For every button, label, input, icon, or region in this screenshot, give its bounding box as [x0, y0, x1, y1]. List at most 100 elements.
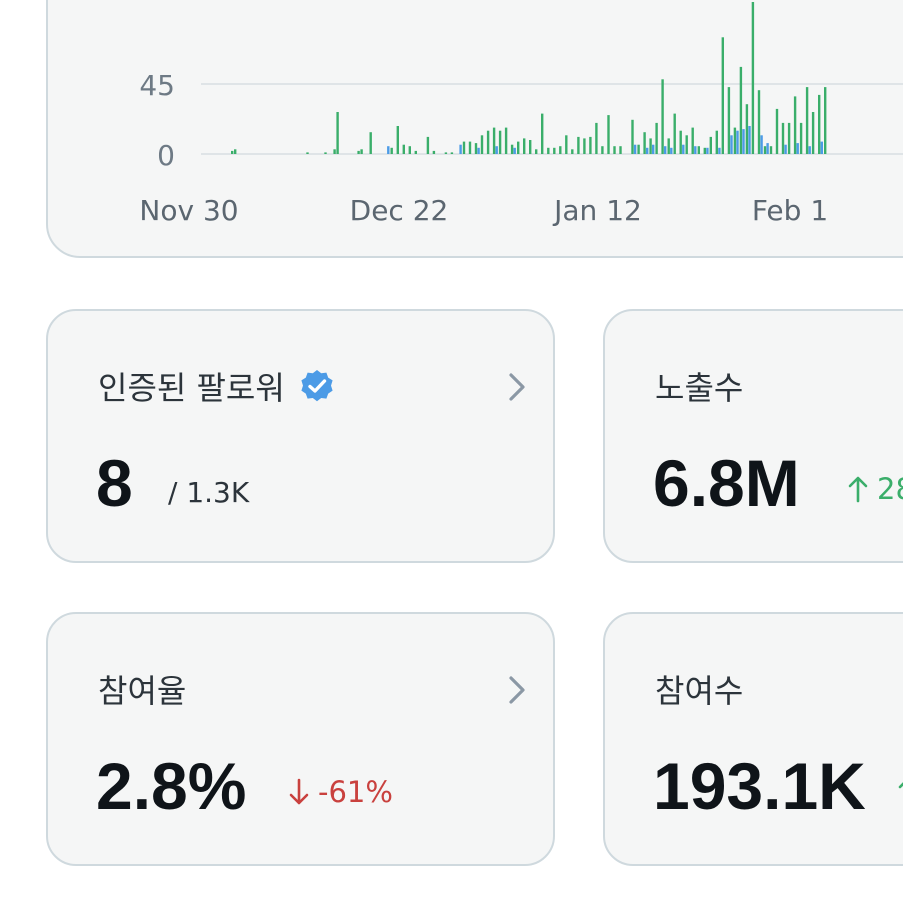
- verified-followers-value: 8: [96, 446, 133, 520]
- bar-green-23: [492, 127, 496, 154]
- bar-green-6: [357, 150, 360, 154]
- bar-green-55: [691, 127, 694, 154]
- bar-green-28: [523, 138, 526, 154]
- bar-green-36: [571, 149, 574, 154]
- bar-green-68: [769, 146, 773, 154]
- bar-green-0: [231, 150, 234, 154]
- bar-green-20: [474, 143, 478, 154]
- bar-green-42: [607, 115, 610, 154]
- bar-green-3: [324, 152, 327, 154]
- bar-green-61: [727, 87, 731, 154]
- bar-green-74: [805, 87, 809, 154]
- engagement-rate-title: 참여율: [98, 672, 187, 710]
- chart-card: 45 0 Nov 30 Dec 22 Jan 12 Feb 1: [46, 0, 903, 258]
- bar-blue-8: [664, 146, 667, 154]
- engagements-title: 참여수: [655, 672, 744, 710]
- bar-green-11: [402, 144, 405, 154]
- bar-green-26: [510, 144, 514, 154]
- engagement-rate-card[interactable]: 참여율 2.8% -61%: [46, 612, 555, 866]
- bar-green-7: [360, 149, 363, 154]
- bar-blue-5: [633, 144, 637, 154]
- bar-green-35: [565, 135, 568, 154]
- bar-green-14: [426, 136, 430, 154]
- bar-green-48: [649, 138, 652, 154]
- bar-green-37: [577, 136, 580, 154]
- bar-blue-14: [730, 135, 733, 154]
- bar-green-49: [655, 122, 658, 154]
- arrow-down-icon: [289, 778, 309, 805]
- verified-followers-title-row: 인증된 팔로워: [98, 363, 335, 409]
- impressions-card[interactable]: 노출수 6.8M 28: [603, 309, 903, 563]
- bar-green-64: [745, 104, 749, 154]
- bar-green-18: [462, 141, 466, 154]
- x-tick-label-jan12: Jan 12: [552, 194, 642, 227]
- arrow-up-icon: [848, 476, 868, 503]
- bar-green-34: [559, 146, 562, 154]
- bar-green-70: [781, 122, 785, 154]
- verified-followers-title: 인증된 팔로워: [98, 369, 285, 407]
- bar-blue-0: [387, 146, 390, 154]
- engagements-value: 193.1K: [653, 749, 866, 823]
- bar-green-62: [733, 127, 737, 154]
- bar-green-24: [498, 130, 502, 154]
- engagements-card[interactable]: 참여수 193.1K: [603, 612, 903, 866]
- x-tick-label-dec22: Dec 22: [350, 194, 449, 227]
- bar-blue-16: [742, 129, 745, 154]
- bar-blue-17: [748, 126, 751, 154]
- bar-chart: 45 0 Nov 30 Dec 22 Jan 12 Feb 1: [139, 2, 903, 227]
- bar-green-66: [757, 90, 761, 154]
- bar-green-30: [535, 149, 538, 154]
- impressions-change: 28: [847, 472, 903, 506]
- bar-green-53: [679, 130, 682, 154]
- bar-green-1: [234, 149, 237, 154]
- verified-followers-card[interactable]: 인증된 팔로워 8 / 1.3K: [46, 309, 555, 563]
- bar-blue-10: [682, 144, 685, 154]
- bar-green-76: [818, 94, 821, 154]
- engagement-rate-value: 2.8%: [96, 749, 247, 823]
- bar-green-77: [824, 87, 827, 154]
- bar-blue-22: [808, 146, 811, 154]
- y-tick-label-45: 45: [139, 69, 175, 102]
- bar-blue-21: [796, 143, 799, 154]
- bar-green-69: [775, 108, 779, 154]
- engagement-rate-change-value: -61%: [318, 775, 393, 809]
- bar-green-43: [613, 146, 616, 154]
- bar-green-50: [661, 79, 664, 154]
- bar-green-39: [589, 136, 592, 154]
- bar-green-58: [709, 136, 712, 154]
- bar-green-59: [715, 130, 718, 154]
- x-tick-label-nov30: Nov 30: [139, 194, 238, 227]
- bar-green-46: [637, 144, 640, 154]
- bar-green-56: [697, 146, 700, 154]
- impressions-value: 6.8M: [653, 446, 800, 520]
- bar-green-72: [793, 96, 797, 154]
- bar-green-60: [721, 37, 724, 154]
- bar-green-27: [517, 141, 520, 154]
- bar-blue-2: [477, 147, 480, 154]
- bars-group: [231, 2, 827, 155]
- bar-green-65: [751, 2, 755, 155]
- bar-blue-12: [706, 147, 709, 154]
- bar-green-63: [739, 66, 743, 154]
- arrow-up-icon: [898, 782, 903, 789]
- bar-green-45: [631, 119, 634, 154]
- bar-green-52: [673, 113, 676, 154]
- bar-blue-18: [760, 135, 763, 154]
- bar-blue-23: [820, 141, 823, 154]
- bar-green-5: [336, 112, 339, 154]
- chevron-right-icon[interactable]: [503, 672, 531, 708]
- bar-green-67: [763, 146, 767, 154]
- bar-green-12: [408, 146, 411, 154]
- x-tick-label-feb1: Feb 1: [752, 194, 828, 227]
- bar-blue-11: [694, 146, 697, 154]
- bar-green-71: [787, 122, 791, 154]
- engagements-change: [897, 775, 903, 805]
- bar-blue-20: [784, 144, 787, 154]
- bar-green-44: [619, 146, 622, 154]
- bar-green-47: [643, 132, 646, 154]
- chevron-right-icon[interactable]: [503, 369, 531, 405]
- bar-green-41: [601, 146, 604, 154]
- engagement-rate-change: -61%: [288, 775, 393, 809]
- bar-green-25: [504, 127, 508, 154]
